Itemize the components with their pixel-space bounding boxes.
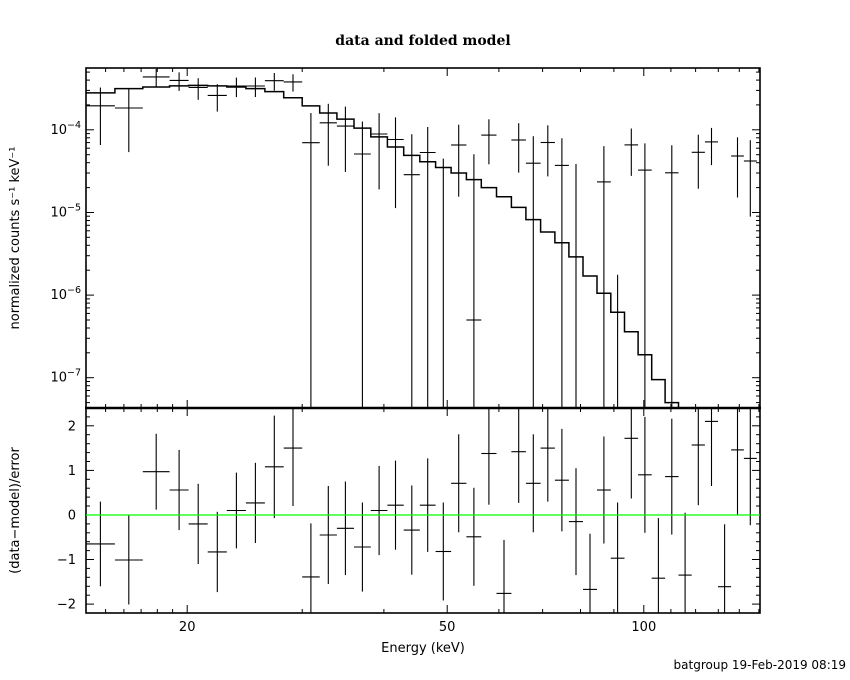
top-panel-y-axis-label: normalized counts s⁻¹ keV⁻¹ xyxy=(8,147,23,330)
residual-series xyxy=(86,408,760,613)
x-tick-label: 20 xyxy=(179,620,196,635)
y-tick-label-top: 10−6 xyxy=(50,285,81,303)
y-tick-label-bottom: 1 xyxy=(68,464,76,479)
x-axis-label: Energy (keV) xyxy=(381,641,465,656)
x-tick-label: 50 xyxy=(439,620,456,635)
y-tick-label-bottom: 0 xyxy=(68,508,76,523)
data-series xyxy=(86,68,757,408)
model-step-line xyxy=(86,84,680,408)
y-tick-label-bottom: −1 xyxy=(57,553,76,568)
chart-title: data and folded model xyxy=(335,33,510,49)
y-tick-label-top: 10−7 xyxy=(50,368,81,386)
y-tick-label-bottom: 2 xyxy=(68,419,76,434)
footer-credit: batgroup 19-Feb-2019 08:19 xyxy=(674,658,846,672)
plot-frame xyxy=(85,67,761,614)
bottom-panel-y-axis-label: (data−model)/error xyxy=(8,447,23,574)
y-tick-label-top: 10−4 xyxy=(50,120,81,138)
model-histogram xyxy=(86,84,680,408)
plot-border xyxy=(85,67,761,614)
x-tick-label: 100 xyxy=(631,620,656,635)
y-tick-label-bottom: −2 xyxy=(57,598,76,613)
y-tick-label-top: 10−5 xyxy=(50,202,81,220)
